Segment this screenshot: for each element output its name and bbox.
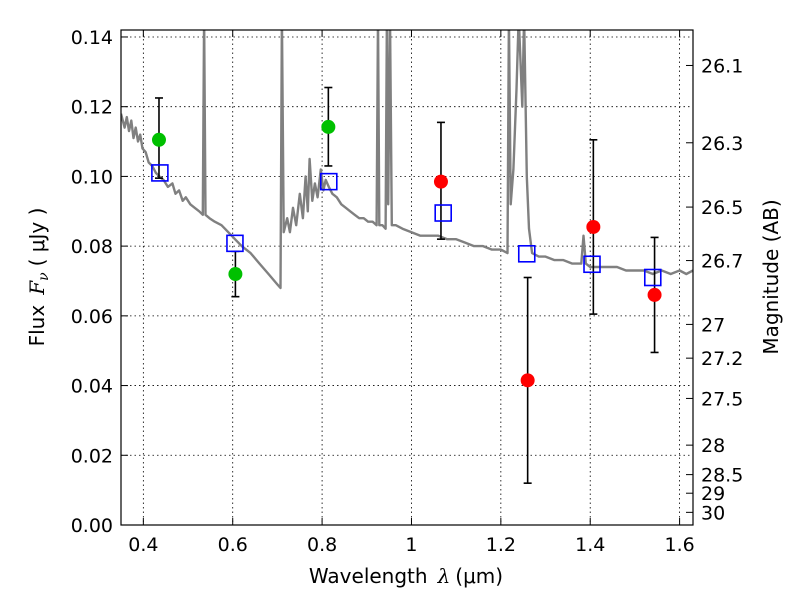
y-tick-label: 0.02 <box>71 445 113 467</box>
model-spectrum <box>121 30 693 290</box>
data-point-circle <box>586 219 601 234</box>
data-point-circle <box>228 267 243 282</box>
grid <box>121 30 693 525</box>
data-point-circle <box>321 119 336 134</box>
model-point-square <box>226 234 244 253</box>
mag-tick-label: 27.2 <box>701 348 743 370</box>
plot-frame <box>120 29 694 526</box>
mag-tick-label: 30 <box>701 502 725 524</box>
mag-tick-label: 26.5 <box>701 197 743 219</box>
data-point-circle <box>520 373 535 388</box>
mag-tick-label: 28 <box>701 435 725 457</box>
x-tick-label: 1 <box>405 534 417 556</box>
y-tick-label: 0.06 <box>71 306 113 328</box>
x-tick-label: 1.4 <box>575 534 605 556</box>
data-point-circle <box>647 287 662 302</box>
x-tick-label: 0.8 <box>307 534 337 556</box>
x-tick-label: 0.6 <box>218 534 248 556</box>
model-point-square <box>319 172 338 191</box>
mag-tick-label: 27 <box>701 314 725 336</box>
axis-ticks: 0.4 0.6 0.8 1 1.2 1.4 1.6 0.00 0.02 0.04 0.06 0.08 0… <box>71 27 744 556</box>
data-point-circle <box>151 132 166 147</box>
model-point-square <box>151 164 169 182</box>
y-tick-label: 0.08 <box>71 236 113 258</box>
x-tick-label: 1.2 <box>486 534 516 556</box>
model-point-square <box>517 244 536 263</box>
y2-axis-title: Magnitude (AB) <box>759 199 783 354</box>
y-tick-label: 0.10 <box>71 166 113 188</box>
mag-tick-label: 27.5 <box>701 388 743 410</box>
y-axis-title: FluxFν( μJy ) <box>25 208 52 347</box>
y-tick-label: 0.04 <box>71 376 113 398</box>
x-tick-label: 1.6 <box>664 534 694 556</box>
x-axis-title: Wavelength λ (μm) <box>309 564 503 588</box>
mag-tick-label: 26.3 <box>701 133 743 155</box>
x-tick-label: 0.4 <box>128 534 158 556</box>
model-spectrum-line <box>121 30 693 290</box>
model-point-square <box>643 268 662 287</box>
y-tick-label: 0.00 <box>71 515 113 537</box>
y-tick-label: 0.14 <box>71 27 113 49</box>
mag-tick-label: 29 <box>701 483 725 505</box>
y-tick-label: 0.12 <box>71 97 113 119</box>
model-point-square <box>434 204 452 222</box>
model-point-square <box>583 255 601 274</box>
data-point-circle <box>433 174 448 189</box>
mag-tick-label: 26.7 <box>701 251 743 273</box>
mag-tick-label: 28.5 <box>701 465 743 487</box>
data-markers <box>151 119 662 388</box>
error-bars <box>154 86 659 484</box>
mag-tick-label: 26.1 <box>701 55 743 77</box>
